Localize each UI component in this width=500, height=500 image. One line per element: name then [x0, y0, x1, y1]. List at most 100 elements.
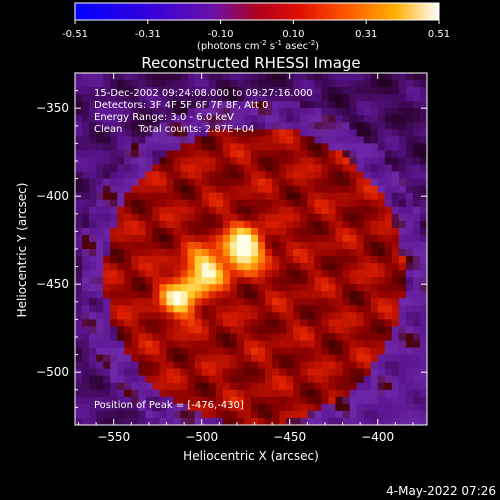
heatmap-cell: [145, 305, 153, 313]
heatmap-cell: [236, 164, 245, 173]
heatmap-cell: [208, 410, 217, 419]
heatmap-cell: [166, 319, 175, 327]
heatmap-cell: [328, 347, 336, 356]
heatmap-cell: [412, 199, 421, 208]
heatmap-cell: [370, 417, 379, 425]
heatmap-cell: [215, 403, 224, 412]
heatmap-cell: [307, 94, 315, 102]
heatmap-cell: [258, 87, 266, 95]
heatmap-cell: [412, 312, 421, 320]
heatmap-cell: [300, 354, 308, 363]
heatmap-cell: [279, 256, 287, 264]
heatmap-cell: [103, 396, 111, 405]
heatmap-cell: [328, 291, 336, 299]
heatmap-cell: [194, 361, 203, 370]
heatmap-cell: [145, 220, 153, 229]
heatmap-cell: [96, 382, 104, 391]
heatmap-cell: [377, 213, 386, 222]
heatmap-cell: [173, 389, 182, 398]
heatmap-cell: [243, 396, 252, 405]
heatmap-cell: [335, 249, 344, 257]
heatmap-cell: [103, 115, 111, 123]
heatmap-cell: [384, 206, 393, 215]
heatmap-cell: [258, 270, 266, 278]
heatmap-cell: [229, 157, 238, 166]
heatmap-cell: [370, 291, 379, 299]
heatmap-cell: [89, 263, 97, 271]
heatmap-cell: [342, 199, 351, 208]
heatmap-cell: [117, 375, 125, 384]
heatmap-cell: [377, 101, 386, 109]
heatmap-cell: [75, 241, 83, 250]
heatmap-cell: [222, 129, 231, 137]
heatmap-cell: [279, 129, 287, 137]
heatmap-cell: [131, 101, 139, 109]
heatmap-cell: [180, 94, 189, 102]
heatmap-cell: [117, 389, 125, 398]
heatmap-cell: [391, 220, 400, 229]
heatmap-cell: [194, 101, 203, 109]
heatmap-cell: [159, 171, 168, 180]
heatmap-cell: [180, 157, 189, 166]
heatmap-cell: [110, 361, 118, 370]
heatmap-cell: [384, 396, 393, 405]
heatmap-cell: [96, 312, 104, 320]
heatmap-cell: [328, 108, 336, 116]
heatmap-cell: [279, 410, 287, 419]
heatmap-cell: [314, 234, 322, 243]
heatmap-cell: [110, 270, 118, 278]
heatmap-cell: [82, 347, 90, 356]
heatmap-cell: [412, 185, 421, 194]
heatmap-cell: [342, 326, 351, 334]
heatmap-cell: [356, 396, 365, 405]
heatmap-cell: [384, 277, 393, 285]
heatmap-cell: [89, 249, 97, 257]
heatmap-cell: [229, 80, 238, 88]
heatmap-cell: [152, 319, 160, 327]
heatmap-cell: [215, 312, 224, 320]
heatmap-cell: [363, 199, 372, 208]
heatmap-cell: [201, 249, 210, 257]
heatmap-cell: [145, 192, 153, 201]
heatmap-cell: [391, 298, 400, 306]
heatmap-cell: [201, 389, 210, 398]
heatmap-cell: [405, 178, 414, 187]
heatmap-cell: [159, 101, 168, 109]
heatmap-cell: [307, 382, 315, 391]
heatmap-cell: [82, 199, 90, 208]
heatmap-cell: [286, 270, 294, 278]
heatmap-cell: [321, 333, 329, 342]
heatmap-cell: [342, 143, 351, 151]
heatmap-cell: [187, 199, 196, 208]
heatmap-cell: [222, 73, 231, 81]
heatmap-cell: [89, 298, 97, 306]
heatmap-cell: [279, 178, 287, 187]
heatmap-cell: [307, 185, 315, 194]
heatmap-cell: [117, 108, 125, 116]
heatmap-cell: [356, 340, 365, 349]
heatmap-cell: [391, 354, 400, 363]
heatmap-cell: [96, 213, 104, 222]
heatmap-cell: [405, 354, 414, 363]
heatmap-cell: [251, 122, 259, 130]
heatmap-cell: [412, 80, 421, 88]
heatmap-cell: [398, 403, 407, 412]
heatmap-cell: [384, 284, 393, 292]
heatmap-cell: [370, 333, 379, 342]
heatmap-cell: [258, 249, 266, 257]
heatmap-cell: [258, 94, 266, 102]
heatmap-cell: [159, 389, 168, 398]
heatmap-cell: [75, 270, 83, 278]
heatmap-cell: [272, 298, 280, 306]
heatmap-cell: [412, 347, 421, 356]
heatmap-cell: [356, 227, 365, 236]
heatmap-cell: [300, 382, 308, 391]
heatmap-cell: [103, 80, 111, 88]
heatmap-cell: [229, 333, 238, 342]
heatmap-cell: [251, 319, 259, 327]
heatmap-cell: [180, 298, 189, 306]
heatmap-cell: [173, 241, 182, 250]
heatmap-cell: [405, 234, 414, 243]
heatmap-cell: [215, 73, 224, 81]
heatmap-cell: [293, 206, 301, 215]
